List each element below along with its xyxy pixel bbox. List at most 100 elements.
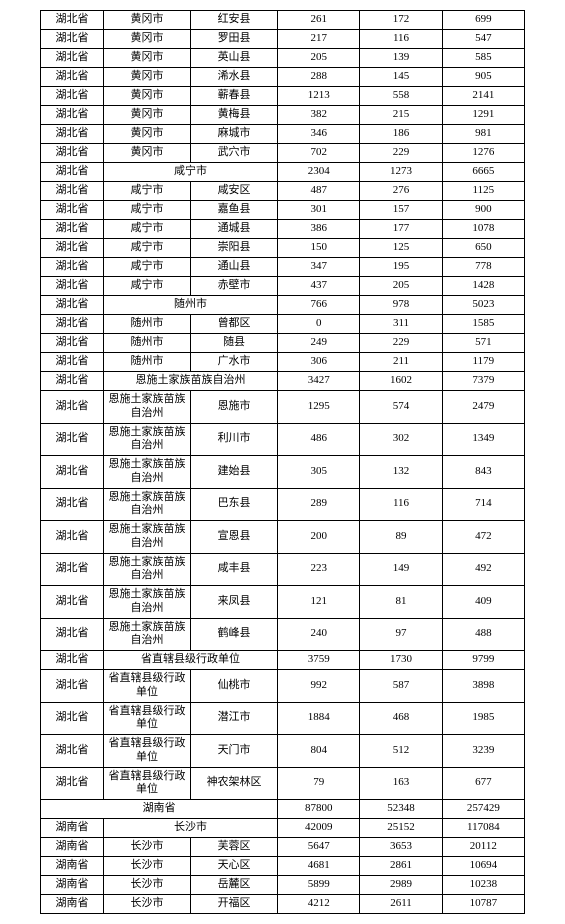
cell: 咸宁市 [103,163,277,182]
cell: 79 [278,767,360,800]
cell: 长沙市 [103,876,190,895]
cell: 咸宁市 [103,220,190,239]
cell: 4212 [278,895,360,914]
cell: 2989 [360,876,442,895]
cell: 2141 [442,87,524,106]
cell: 湖北省 [41,144,104,163]
cell: 229 [360,144,442,163]
cell: 湖北省 [41,11,104,30]
cell: 699 [442,11,524,30]
cell: 湖北省 [41,735,104,768]
table-row: 湖北省省直辖县级行政单位375917309799 [41,651,525,670]
cell: 咸宁市 [103,182,190,201]
cell: 恩施土家族苗族自治州 [103,586,190,619]
cell: 10787 [442,895,524,914]
cell: 1125 [442,182,524,201]
table-row: 湖北省省直辖县级行政单位天门市8045123239 [41,735,525,768]
cell: 1349 [442,423,524,456]
cell: 1276 [442,144,524,163]
cell: 6665 [442,163,524,182]
cell: 978 [360,296,442,315]
cell: 195 [360,258,442,277]
cell: 湖北省 [41,201,104,220]
cell: 蕲春县 [191,87,278,106]
cell: 571 [442,334,524,353]
cell: 766 [278,296,360,315]
table-row: 湖北省黄冈市浠水县288145905 [41,68,525,87]
cell: 嘉鱼县 [191,201,278,220]
cell: 677 [442,767,524,800]
cell: 437 [278,277,360,296]
cell: 湖北省 [41,391,104,424]
cell: 1291 [442,106,524,125]
cell: 10238 [442,876,524,895]
cell: 湖南省 [41,876,104,895]
cell: 150 [278,239,360,258]
cell: 1428 [442,277,524,296]
cell: 843 [442,456,524,489]
cell: 172 [360,11,442,30]
cell: 0 [278,315,360,334]
table-body: 湖北省黄冈市红安县261172699湖北省黄冈市罗田县217116547湖北省黄… [41,11,525,914]
cell: 2304 [278,163,360,182]
cell: 湖北省 [41,315,104,334]
table-row: 湖北省咸宁市赤壁市4372051428 [41,277,525,296]
cell: 黄冈市 [103,106,190,125]
cell: 992 [278,670,360,703]
cell: 湖北省 [41,767,104,800]
cell: 湖北省 [41,87,104,106]
cell: 117084 [442,819,524,838]
cell: 湖北省 [41,49,104,68]
table-row: 湖北省随州市随县249229571 [41,334,525,353]
cell: 205 [278,49,360,68]
cell: 288 [278,68,360,87]
cell: 472 [442,521,524,554]
cell: 229 [360,334,442,353]
cell: 咸宁市 [103,201,190,220]
cell: 3759 [278,651,360,670]
cell: 804 [278,735,360,768]
cell: 芙蓉区 [191,838,278,857]
cell: 随州市 [103,315,190,334]
cell: 湖北省 [41,182,104,201]
cell: 468 [360,702,442,735]
cell: 3898 [442,670,524,703]
cell: 英山县 [191,49,278,68]
cell: 186 [360,125,442,144]
cell: 咸宁市 [103,258,190,277]
cell: 随州市 [103,334,190,353]
cell: 来凤县 [191,586,278,619]
cell: 149 [360,553,442,586]
cell: 900 [442,201,524,220]
table-row: 湖北省咸宁市230412736665 [41,163,525,182]
table-row: 湖北省咸宁市崇阳县150125650 [41,239,525,258]
cell: 黄冈市 [103,30,190,49]
cell: 177 [360,220,442,239]
cell: 125 [360,239,442,258]
table-row: 湖北省黄冈市罗田县217116547 [41,30,525,49]
cell: 省直辖县级行政单位 [103,670,190,703]
cell: 麻城市 [191,125,278,144]
cell: 558 [360,87,442,106]
cell: 311 [360,315,442,334]
cell: 巴东县 [191,488,278,521]
cell: 恩施土家族苗族自治州 [103,488,190,521]
table-row: 湖北省恩施土家族苗族自治州342716027379 [41,372,525,391]
cell: 81 [360,586,442,619]
cell: 岳麓区 [191,876,278,895]
cell: 湖北省 [41,456,104,489]
cell: 宣恩县 [191,521,278,554]
cell: 157 [360,201,442,220]
cell: 湖北省 [41,125,104,144]
cell: 585 [442,49,524,68]
cell: 湖北省 [41,163,104,182]
cell: 211 [360,353,442,372]
data-table: 湖北省黄冈市红安县261172699湖北省黄冈市罗田县217116547湖北省黄… [40,10,525,914]
cell: 1273 [360,163,442,182]
cell: 湖北省 [41,586,104,619]
cell: 长沙市 [103,895,190,914]
cell: 浠水县 [191,68,278,87]
cell: 97 [360,618,442,651]
cell: 湖北省 [41,372,104,391]
cell: 随州市 [103,296,277,315]
